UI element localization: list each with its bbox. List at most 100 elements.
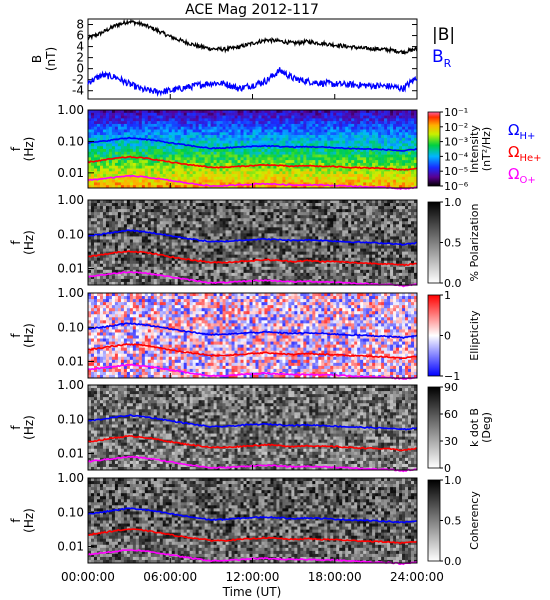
colorbar-tick-label: 0.5 <box>444 237 462 250</box>
y-axis-unit: (Hz) <box>22 415 36 440</box>
y-tick-label: 0.10 <box>57 320 84 334</box>
colorbar-tick-label: 60 <box>444 408 458 421</box>
legend-field: |B| BR <box>432 25 455 70</box>
y-tick-label: 0.10 <box>57 134 84 148</box>
x-tick-label: 00:00:00 <box>61 570 115 584</box>
y-axis-label: f <box>9 333 23 338</box>
panel-coherency: 1.00 0.10 0.01 f (Hz) 1.0 0.5 0.0 Coherency <box>9 471 481 568</box>
y-axis-label: f <box>9 425 23 430</box>
colorbar <box>427 386 441 469</box>
x-tick-label: 24:00:00 <box>390 570 444 584</box>
legend-radial: BR <box>432 47 452 70</box>
y-tick-label: -2 <box>72 73 84 87</box>
y-tick-label: 0.01 <box>57 447 84 461</box>
y-tick-label: 0.01 <box>57 540 84 554</box>
gyrofrequency-line-h-plus <box>87 136 418 152</box>
gyrofrequency-line-he-plus <box>87 155 418 171</box>
y-axis-unit: (Hz) <box>22 137 36 162</box>
colorbar-tick-label: 10⁻³ <box>444 136 468 149</box>
y-tick-label: 1.00 <box>57 103 84 117</box>
x-axis-label: Time (UT) <box>222 585 282 599</box>
colorbar-tick-label: 10⁻¹ <box>444 106 468 119</box>
colorbar-label: (nT²/Hz) <box>480 127 493 171</box>
y-axis-unit: (Hz) <box>22 323 36 348</box>
y-tick-label: 1.00 <box>57 378 84 392</box>
gyrofrequency-line-h-plus <box>87 414 418 431</box>
gyrofrequency-line-h-plus <box>87 229 418 246</box>
colorbar-tick-label: 1.0 <box>444 196 462 209</box>
gyrofrequency-line-he-plus <box>87 528 418 545</box>
legend-gyrofrequency-h-plus: ΩH+ <box>508 121 535 142</box>
y-tick-label: 1.00 <box>57 471 84 485</box>
legend-gyrofrequency-o-plus: ΩO+ <box>508 165 536 186</box>
colorbar-tick-label: 0 <box>444 330 451 343</box>
panel-intensity: 1.00 0.10 0.01 f (Hz) 10⁻¹ 10⁻² 10⁻³10⁻⁴ 10⁻⁵ 10⁻… <box>9 103 493 193</box>
colorbar-label: % Polarization <box>468 204 481 282</box>
colorbar-tick-label: 1 <box>444 289 451 302</box>
colorbar-tick-label: 0.5 <box>444 515 462 528</box>
y-tick-label: 0.01 <box>57 355 84 369</box>
colorbar-label: Intensity <box>468 125 481 173</box>
colorbar-tick-label: 10⁻⁵ <box>444 165 468 178</box>
colorbar-tick-label: 0.0 <box>444 555 462 568</box>
y-axis-label: B <box>30 55 44 63</box>
gyrofrequency-line-he-plus <box>87 250 418 267</box>
y-tick-label: 0.10 <box>57 227 84 241</box>
colorbar-label: Ellipticity <box>468 310 481 361</box>
legend-gyrofrequency-he-plus: ΩHe+ <box>508 143 542 164</box>
y-axis-label: f <box>9 240 23 245</box>
x-tick-label: 12:00:00 <box>226 570 280 584</box>
y-tick-label: 0.01 <box>57 166 84 180</box>
spectrogram-texture <box>88 385 418 471</box>
colorbar-tick-label: 0 <box>444 462 451 475</box>
colorbar-tick-label: 90 <box>444 381 458 394</box>
y-axis-unit: (nT) <box>44 47 58 71</box>
spectrogram-texture <box>88 200 418 286</box>
colorbar <box>427 294 441 377</box>
y-tick-label: 0.01 <box>57 262 84 276</box>
colorbar-label: (Deg) <box>480 412 493 443</box>
y-axis-unit: (Hz) <box>22 508 36 533</box>
y-tick-label: 1.00 <box>57 193 84 207</box>
colorbar <box>427 479 441 562</box>
gyrofrequency-line-he-plus <box>87 434 418 452</box>
colorbar-tick-label: 10⁻² <box>444 121 468 134</box>
x-tick-label: 18:00:00 <box>308 570 362 584</box>
colorbar-label: Coherency <box>468 491 481 550</box>
y-tick-label: 4 <box>76 40 84 54</box>
colorbar-tick-label: −1 <box>444 370 460 383</box>
series-line-radial-b <box>87 67 418 98</box>
colorbar-tick-label: 30 <box>444 435 458 448</box>
y-axis-unit: (Hz) <box>22 230 36 255</box>
gyrofrequency-line-he-plus <box>88 343 417 360</box>
series-line-total-b <box>87 18 418 56</box>
legend-total: |B| <box>432 25 455 45</box>
legend-gyrofrequency: ΩH+ΩHe+ΩO+ <box>508 121 542 186</box>
gyrofrequency-line-h-plus <box>87 507 418 524</box>
y-tick-label: 6 <box>76 29 84 43</box>
chart-title: ACE Mag 2012-117 <box>185 2 319 18</box>
panel-wave-normal: 1.00 0.10 0.01 f (Hz) 90 60 30 0 k dot B (Deg) <box>9 378 493 475</box>
panel-polarization: 1.00 0.10 0.01 f (Hz) 1.0 0.5 0.0 % Polarization <box>9 193 481 290</box>
colorbar-tick-label: 10⁻⁶ <box>444 180 469 193</box>
y-axis-label: f <box>9 146 23 151</box>
y-tick-label: 1.00 <box>57 286 84 300</box>
y-tick-label: -4 <box>72 84 84 98</box>
panel-ellipticity: 1.00 0.10 0.01 f (Hz) 1 0 −1 Ellipticity <box>9 286 481 383</box>
x-tick-label: 06:00:00 <box>143 570 197 584</box>
gyrofrequency-line-h-plus <box>87 322 418 340</box>
colorbar <box>427 201 441 284</box>
colorbar-tick-label: 0.0 <box>444 277 462 290</box>
y-tick-label: 0 <box>76 62 84 76</box>
y-tick-label: 0.10 <box>57 412 84 426</box>
x-axis: 00:00:00 06:00:00 12:00:00 18:00:00 24:00:00 <box>61 94 444 584</box>
y-tick-label: 2 <box>76 51 84 65</box>
colorbar-tick-label: 1.0 <box>444 474 462 487</box>
colorbar-label: k dot B <box>468 408 481 447</box>
y-tick-label: 0.10 <box>57 505 84 519</box>
y-axis-label: f <box>9 518 23 523</box>
colorbar <box>427 111 441 187</box>
